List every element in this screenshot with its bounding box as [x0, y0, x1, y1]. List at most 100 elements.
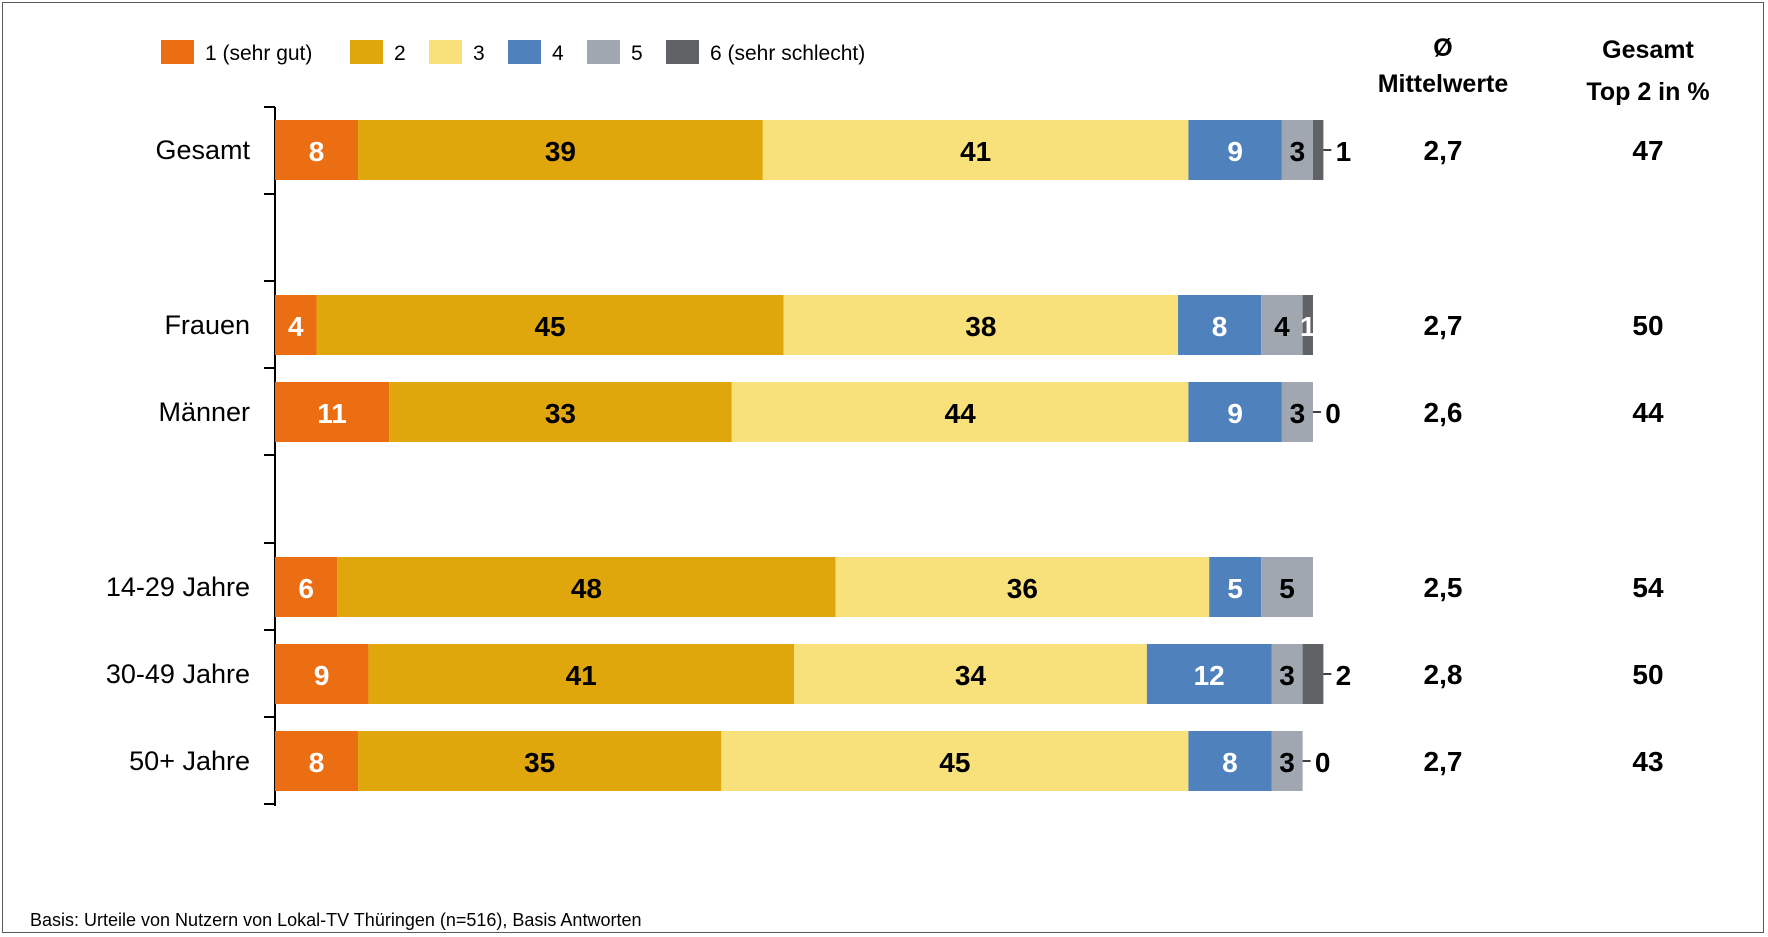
bar-segment	[275, 557, 338, 617]
category-label: 30-49 Jahre	[106, 659, 250, 689]
legend-label-1: 1 (sehr gut)	[205, 42, 312, 65]
bar-segment	[1146, 644, 1272, 704]
bar-segment	[1261, 295, 1303, 355]
data-label: 45	[534, 311, 565, 342]
data-label: 48	[571, 573, 602, 604]
legend-swatch-6	[666, 40, 699, 64]
column-value-2: 47	[1632, 135, 1663, 166]
data-label: 9	[314, 660, 330, 691]
data-label: 9	[1227, 398, 1243, 429]
data-label: 44	[945, 398, 977, 429]
bar-segment	[1271, 731, 1303, 791]
column-value-1: 2,6	[1424, 397, 1463, 428]
legend-swatch-4	[508, 40, 541, 64]
bar-segment	[1188, 120, 1282, 180]
column-value-1: 2,7	[1424, 310, 1463, 341]
data-label: 3	[1279, 747, 1295, 778]
bar-segment	[275, 120, 359, 180]
bar-segment	[731, 382, 1189, 442]
column-value-1: 2,5	[1424, 572, 1463, 603]
column-value-1: 2,7	[1424, 746, 1463, 777]
column-value-1: 2,7	[1424, 135, 1463, 166]
data-label: 33	[545, 398, 576, 429]
bar-segment	[1302, 644, 1324, 704]
data-label: 5	[1227, 573, 1243, 604]
column-value-2: 50	[1632, 310, 1663, 341]
bar-segment	[1178, 295, 1262, 355]
data-label: 36	[1007, 573, 1038, 604]
category-label: Frauen	[164, 310, 250, 340]
bar-segment	[358, 120, 763, 180]
data-label: 3	[1290, 136, 1306, 167]
data-label: 35	[524, 747, 555, 778]
bar-segment	[721, 731, 1189, 791]
bar-segment	[389, 382, 732, 442]
data-label: 9	[1227, 136, 1243, 167]
legend-swatch-2	[350, 40, 383, 64]
category-label: Männer	[158, 397, 250, 427]
data-label: 0	[1315, 747, 1331, 778]
bar-segment	[1261, 557, 1313, 617]
bar-segment	[835, 557, 1210, 617]
data-label: 4	[288, 311, 304, 342]
legend-label-5: 5	[631, 42, 643, 65]
bar-segment	[275, 644, 369, 704]
data-label: 1	[1336, 136, 1352, 167]
bar-segment	[1281, 382, 1313, 442]
bar-segment	[337, 557, 836, 617]
category-label: 14-29 Jahre	[106, 572, 250, 602]
legend-swatch-1	[161, 40, 194, 64]
bar-segment	[275, 295, 317, 355]
column-header-1-line2: Mittelwerte	[1378, 70, 1509, 98]
data-label: 3	[1279, 660, 1295, 691]
data-label: 8	[1222, 747, 1238, 778]
bar-segment	[1209, 557, 1262, 617]
data-label: 8	[309, 136, 325, 167]
data-label: 8	[309, 747, 325, 778]
legend-label-4: 4	[552, 42, 564, 65]
column-header-2-line2: Top 2 in %	[1586, 78, 1709, 106]
bar-segment	[1271, 644, 1303, 704]
legend-label-3: 3	[473, 42, 485, 65]
column-value-2: 43	[1632, 746, 1663, 777]
column-value-2: 54	[1632, 572, 1664, 603]
data-label: 1	[1300, 311, 1316, 342]
category-label: Gesamt	[155, 135, 250, 165]
data-label: 39	[545, 136, 576, 167]
legend-swatch-3	[429, 40, 462, 64]
legend-label-6: 6 (sehr schlecht)	[710, 42, 865, 65]
data-label: 0	[1325, 398, 1341, 429]
bar-segment	[275, 731, 359, 791]
data-label: 4	[1274, 311, 1290, 342]
bar-segment	[1302, 295, 1313, 355]
footnote: Basis: Urteile von Nutzern von Lokal-TV …	[30, 910, 642, 930]
bar-segment	[1188, 382, 1282, 442]
bar-segment	[794, 644, 1147, 704]
bar-segment	[358, 731, 722, 791]
data-label: 45	[939, 747, 970, 778]
data-label: 5	[1279, 573, 1295, 604]
data-label: 6	[298, 573, 314, 604]
bar-segment	[316, 295, 784, 355]
data-label: 41	[566, 660, 597, 691]
bar-segment	[1313, 120, 1324, 180]
legend-label-2: 2	[394, 42, 406, 65]
column-value-2: 50	[1632, 659, 1663, 690]
data-label: 38	[965, 311, 996, 342]
bar-segment	[1188, 731, 1272, 791]
category-label: 50+ Jahre	[129, 746, 250, 776]
bar-segment	[275, 382, 390, 442]
data-label: 3	[1290, 398, 1306, 429]
bar-segment	[368, 644, 794, 704]
data-label: 41	[960, 136, 991, 167]
legend-swatch-5	[587, 40, 620, 64]
data-label: 12	[1194, 660, 1225, 691]
bar-segment	[783, 295, 1179, 355]
bar-segment	[1281, 120, 1313, 180]
column-value-1: 2,8	[1424, 659, 1463, 690]
bar-segment	[762, 120, 1189, 180]
column-header-1-line1: Ø	[1433, 34, 1452, 62]
data-label: 34	[955, 660, 987, 691]
data-label: 8	[1212, 311, 1228, 342]
